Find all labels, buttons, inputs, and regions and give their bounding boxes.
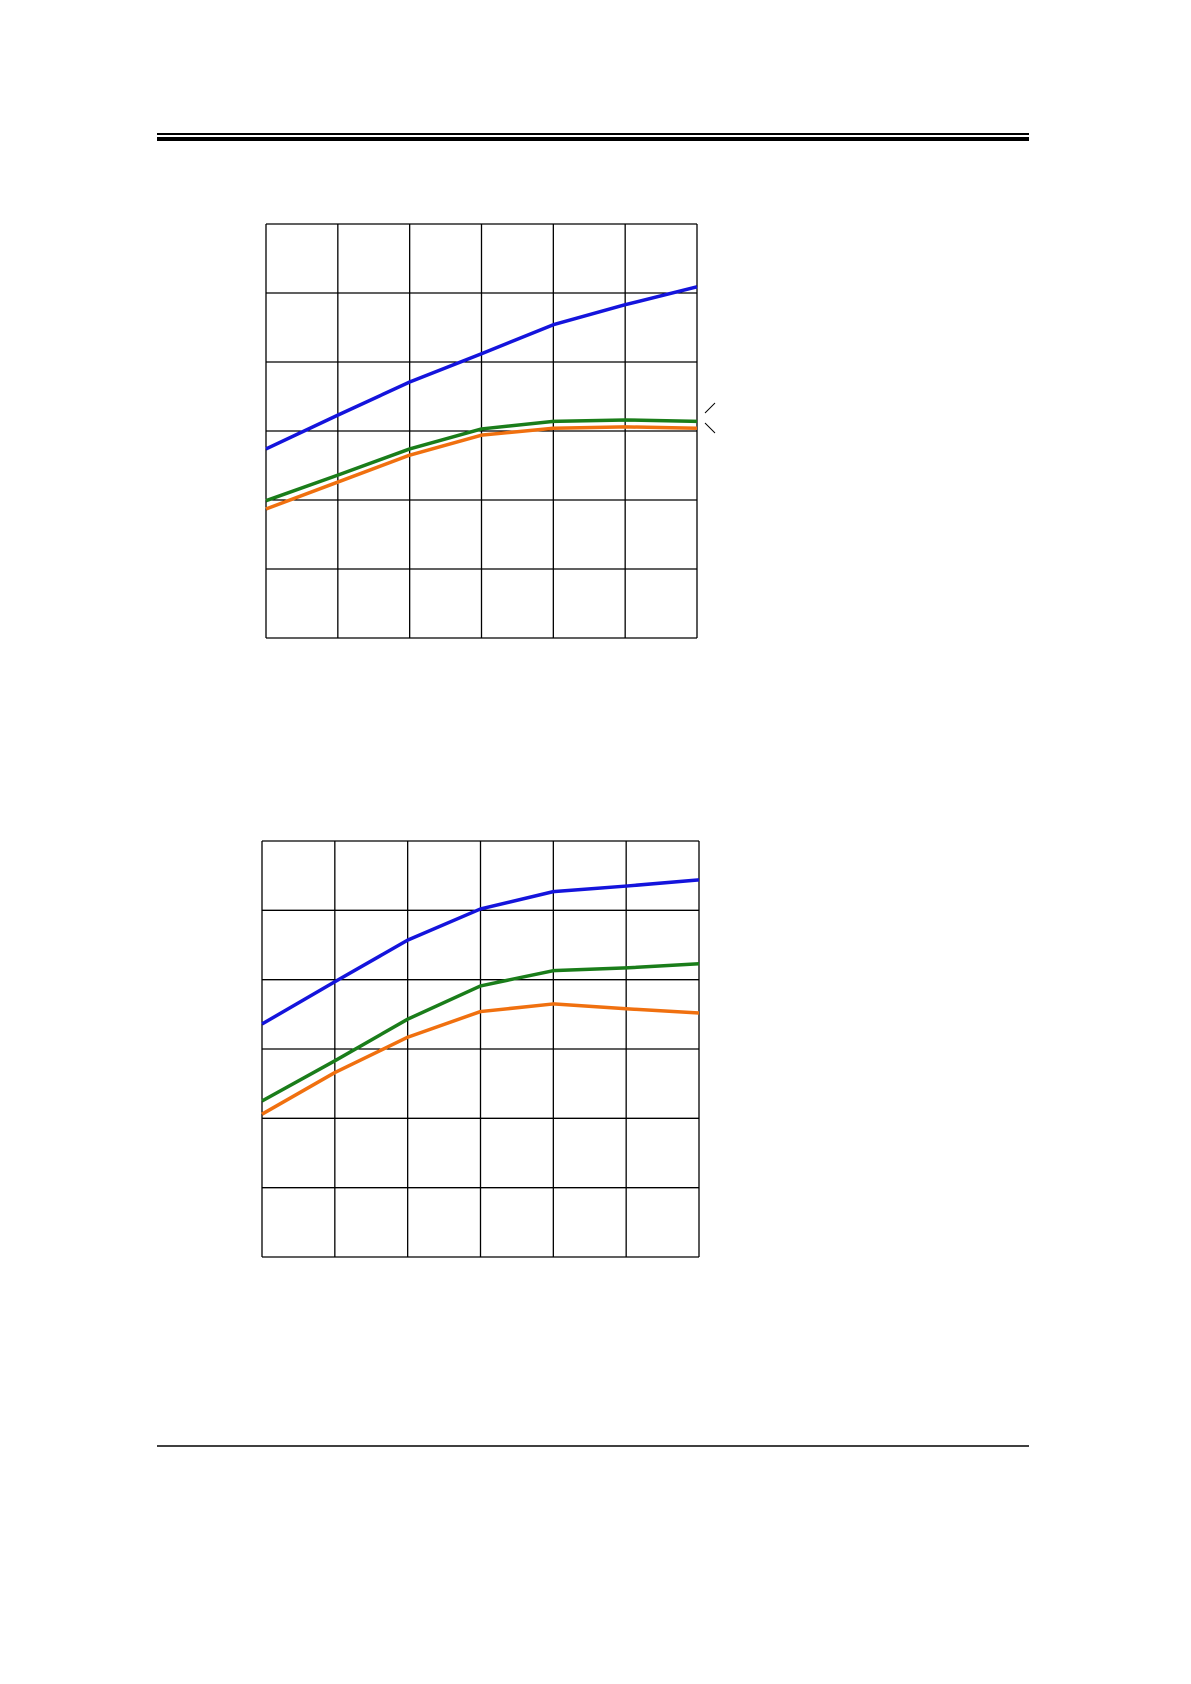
series-line <box>261 1002 700 1116</box>
callout-line <box>704 402 716 414</box>
header-rule-thick <box>157 137 1029 141</box>
series-line <box>265 425 698 511</box>
callout-line <box>704 422 716 434</box>
series-line <box>265 285 698 451</box>
header-rule-thin <box>157 133 1029 135</box>
series-line <box>261 878 700 1026</box>
series-line <box>265 418 698 503</box>
series-line <box>261 961 700 1103</box>
